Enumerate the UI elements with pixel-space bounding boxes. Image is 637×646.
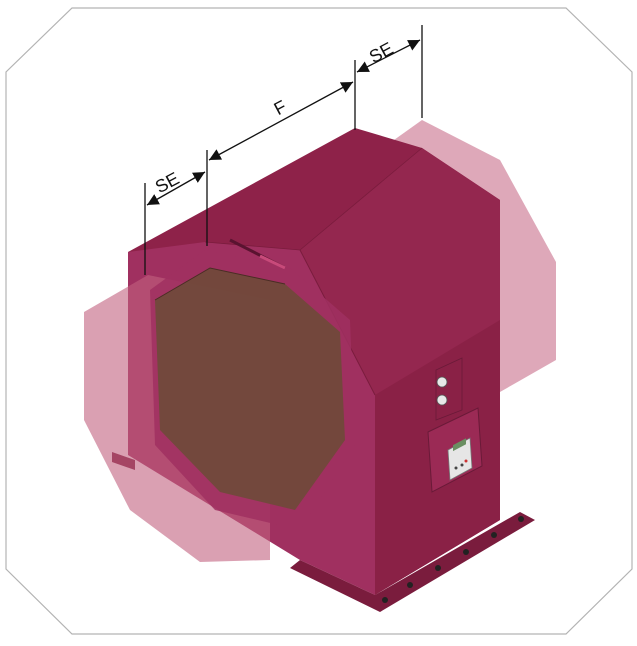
- dimension-label-f: F: [271, 96, 290, 119]
- octagon-frame: [5, 7, 633, 635]
- dimension-se-left: [146, 171, 206, 206]
- octagon-window: [150, 250, 355, 530]
- pilot-light-icon: [435, 357, 463, 421]
- dimension-arrows: [146, 39, 421, 206]
- dimension-se-right: [356, 39, 421, 73]
- brand-stripe: [229, 238, 286, 270]
- dimension-label-se-right: SE: [366, 38, 397, 67]
- dimension-f: [208, 81, 354, 161]
- control-panel-icon: [427, 407, 483, 493]
- dimension-label-se-left: SE: [152, 168, 183, 197]
- dimension-extension-lines: [144, 25, 423, 275]
